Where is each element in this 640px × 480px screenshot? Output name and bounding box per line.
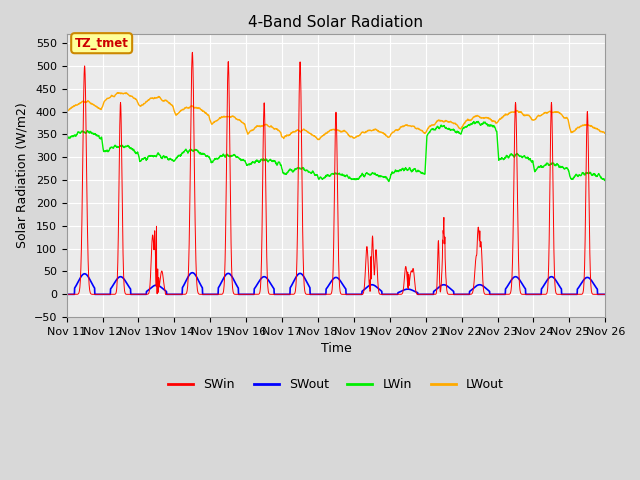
- Legend: SWin, SWout, LWin, LWout: SWin, SWout, LWin, LWout: [163, 373, 509, 396]
- X-axis label: Time: Time: [321, 342, 351, 356]
- Text: TZ_tmet: TZ_tmet: [75, 36, 129, 50]
- Y-axis label: Solar Radiation (W/m2): Solar Radiation (W/m2): [15, 103, 28, 249]
- Title: 4-Band Solar Radiation: 4-Band Solar Radiation: [248, 15, 424, 30]
